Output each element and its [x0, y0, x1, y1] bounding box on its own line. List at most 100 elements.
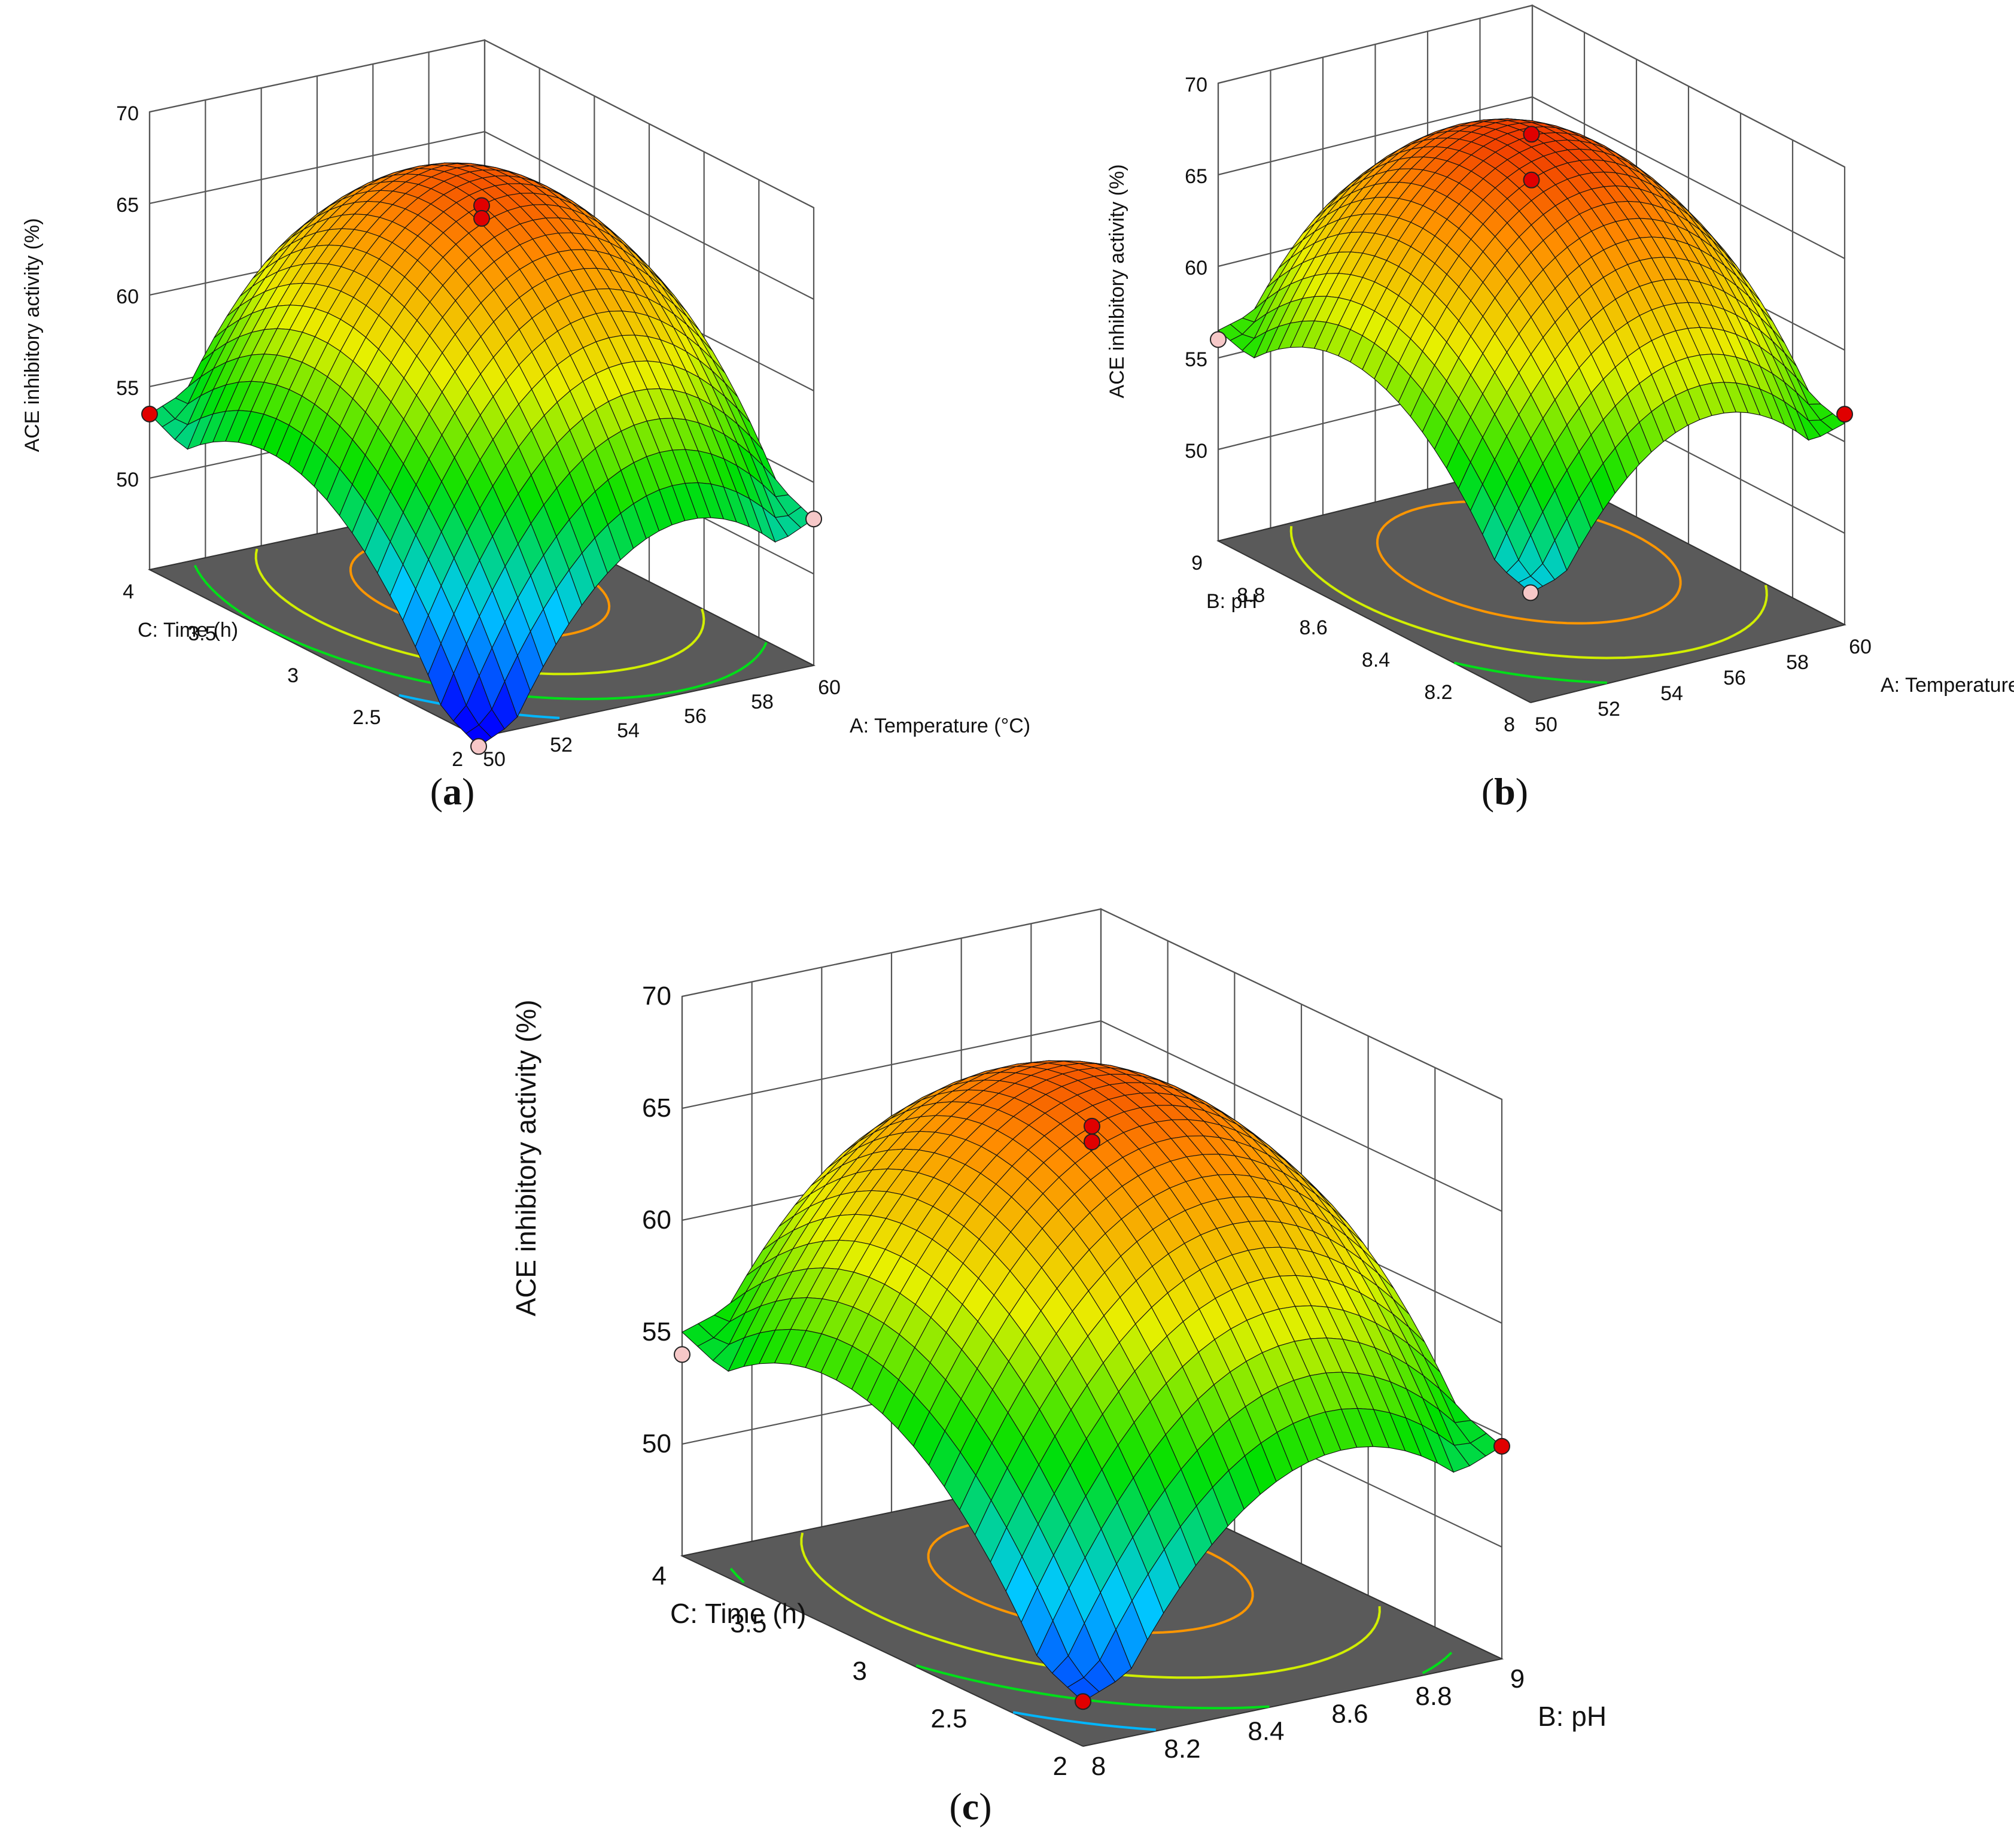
z-tick-label: 50: [1185, 440, 1207, 463]
z-tick-label: 55: [116, 377, 139, 400]
y-tick-label: 9: [1191, 552, 1203, 575]
z-axis-title: ACE inhibitory activity (%): [510, 999, 541, 1316]
y-tick-label: 8.8: [1237, 584, 1265, 607]
x-tick-label: 50: [1535, 713, 1557, 736]
z-tick-label: 50: [116, 469, 139, 491]
design-point: [805, 510, 822, 528]
y-axis-title: C: Time (h): [670, 1598, 806, 1629]
y-tick-label: 2: [452, 748, 463, 771]
z-tick-label: 70: [116, 102, 139, 125]
design-point: [1084, 1117, 1100, 1135]
design-point: [1075, 1693, 1091, 1710]
design-points: [141, 197, 822, 755]
response-surface: [1218, 118, 1845, 594]
z-tick-label: 70: [642, 981, 671, 1011]
panel-letter: b: [1494, 770, 1516, 813]
wall-gridline: [484, 131, 814, 300]
x-tick-label: 8.6: [1331, 1699, 1368, 1728]
y-tick-label: 8.6: [1300, 616, 1328, 639]
contour-50: [1012, 1711, 1156, 1731]
surface-cell: [1067, 1677, 1100, 1702]
design-point: [1084, 1133, 1100, 1151]
y-tick-label: 8.2: [1424, 681, 1452, 704]
surface-cell: [465, 724, 492, 747]
chart-panel-b: 50 55 60 65 70 50 52 54 56 58 60 8 8.2 8.4 8.6 8.8 9 A: T…: [1106, 4, 2014, 813]
z-tick-label: 60: [116, 285, 139, 308]
chart-panel-a: 50 55 60 65 70 50 52 54 56 58 60 2 2.5 3 3.5 4 A: Temper…: [21, 39, 1030, 813]
y-tick-label: 8: [1504, 713, 1515, 736]
contour-55: [1453, 661, 1607, 684]
z-axis-title: ACE inhibitory activity (%): [21, 218, 44, 452]
y-tick-label: 3.5: [188, 622, 216, 645]
y-axis-title: C: Time (h): [138, 619, 238, 642]
z-tick-label: 55: [642, 1317, 671, 1347]
wall-gridline: [682, 1020, 1102, 1110]
x-tick-label: 8.8: [1415, 1682, 1452, 1711]
design-points: [674, 1117, 1510, 1710]
design-point: [473, 209, 490, 227]
tick-labels: 50 55 60 65 70 50 52 54 56 58 60 8 8.2 8.4 8.6 8.8 9: [1185, 74, 1872, 736]
design-points: [1210, 126, 1853, 601]
y-tick-label: 3: [853, 1656, 867, 1686]
x-tick-label: 52: [1598, 698, 1620, 721]
panel-label: (c): [949, 1785, 991, 1828]
y-tick-label: 4: [123, 580, 134, 603]
y-tick-label: 3.5: [730, 1609, 766, 1639]
design-point: [1836, 406, 1853, 423]
design-point: [470, 738, 487, 755]
wall-gridline: [1100, 908, 1502, 1100]
z-tick-label: 50: [642, 1429, 671, 1458]
y-tick-label: 4: [652, 1561, 667, 1591]
design-point: [674, 1346, 690, 1363]
x-axis-title: A: Temperature (°C): [850, 715, 1030, 737]
design-point: [1493, 1437, 1510, 1455]
x-tick-label: 9: [1510, 1664, 1525, 1694]
panel-label: (a): [430, 770, 475, 813]
wall-gridline: [1532, 5, 1845, 168]
z-tick-label: 65: [642, 1093, 671, 1123]
y-tick-label: 3: [287, 664, 299, 687]
y-tick-label: 8.4: [1362, 649, 1390, 671]
x-tick-label: 58: [751, 691, 774, 713]
wall-gridline: [1532, 96, 1845, 259]
contour-60: [1289, 526, 1768, 659]
design-point: [1523, 171, 1540, 189]
z-tick-label: 65: [116, 194, 139, 217]
panel-label: (b): [1481, 770, 1528, 813]
x-axis-title: B: pH: [1538, 1701, 1607, 1732]
x-tick-label: 8.2: [1164, 1734, 1200, 1764]
x-tick-label: 56: [684, 705, 707, 728]
panel-letter: c: [962, 1785, 979, 1828]
panel-letter: a: [443, 770, 462, 813]
x-tick-label: 8.4: [1248, 1717, 1284, 1746]
chart-panel-c: 50 55 60 65 70 8 8.2 8.4 8.6 8.8 9 2 2.5 3 3.5 4 B: pH C:…: [510, 908, 1607, 1828]
y-tick-label: 2.5: [352, 706, 381, 729]
z-axis-title: ACE inhibitory activity (%): [1106, 164, 1128, 398]
z-tick-label: 65: [1185, 165, 1207, 188]
response-surface: [682, 1060, 1502, 1702]
wall-gridline: [149, 130, 485, 205]
z-tick-label: 60: [642, 1205, 671, 1235]
y-axis-title: B: pH: [1206, 590, 1257, 613]
design-point: [1210, 331, 1227, 348]
x-axis-title: A: Temperature (°C): [1881, 674, 2014, 697]
design-point: [1522, 584, 1539, 601]
wall-gridline: [484, 39, 814, 208]
x-tick-label: 56: [1723, 667, 1746, 689]
design-point: [141, 405, 158, 423]
z-tick-label: 60: [1185, 257, 1207, 279]
x-tick-label: 52: [550, 734, 573, 756]
tick-labels: 50 55 60 65 70 8 8.2 8.4 8.6 8.8 9 2 2.5 3 3.5 4: [642, 981, 1525, 1781]
wall-gridline: [1100, 1020, 1502, 1212]
response-surface: [149, 162, 814, 747]
x-tick-label: 60: [1849, 636, 1872, 658]
x-tick-label: 54: [1660, 682, 1683, 705]
z-tick-label: 55: [1185, 348, 1207, 371]
wall-gridline: [682, 908, 1102, 998]
design-point: [1523, 126, 1540, 143]
x-tick-label: 50: [483, 748, 506, 771]
z-tick-label: 70: [1185, 74, 1207, 96]
x-tick-label: 60: [818, 676, 841, 699]
wall-gridline: [1218, 4, 1533, 84]
